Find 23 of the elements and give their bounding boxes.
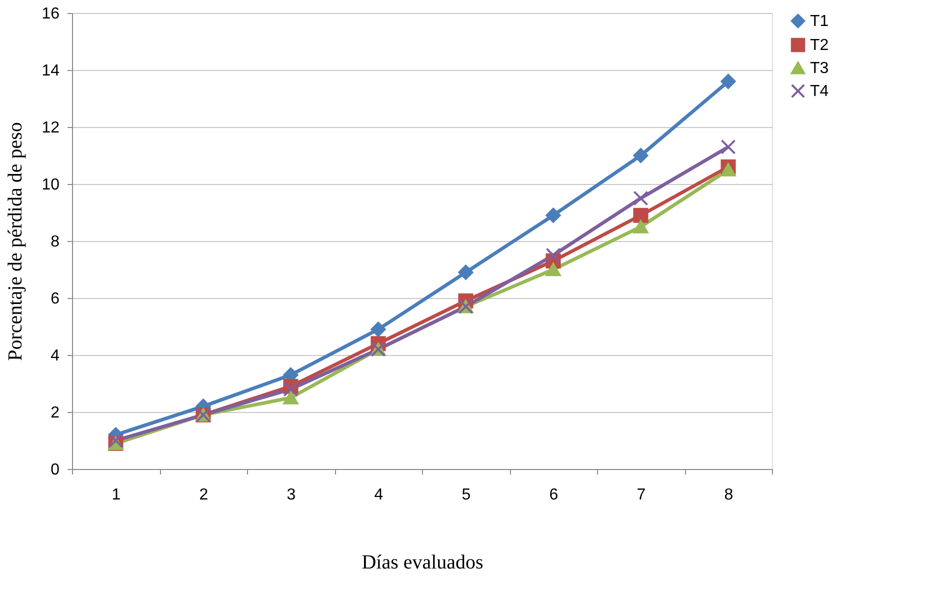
- legend-label: T4: [810, 83, 829, 100]
- x-tick-label: 1: [112, 486, 121, 504]
- y-tick-label: 12: [42, 120, 60, 136]
- x-tick-label: 6: [549, 486, 558, 504]
- y-tick-label: 14: [42, 62, 60, 80]
- x-tick-label: 4: [374, 486, 384, 504]
- legend-label: T3: [810, 60, 829, 77]
- y-tick-label: 8: [50, 234, 60, 250]
- x-tick-label: 3: [286, 486, 296, 504]
- x-tick-label: 7: [636, 486, 646, 504]
- legend-label: T1: [810, 13, 829, 30]
- y-tick-label: 4: [50, 348, 60, 364]
- x-axis-title: Días evaluados: [362, 552, 484, 574]
- x-tick-label: 5: [462, 486, 471, 504]
- y-axis-title: Porcentaje de pérdida de peso: [4, 122, 27, 361]
- y-tick-label: 16: [42, 6, 60, 22]
- x-tick-label: 8: [724, 486, 734, 504]
- y-tick-label: 0: [50, 462, 60, 478]
- legend-label: T2: [810, 37, 829, 54]
- y-tick-label: 6: [50, 290, 60, 308]
- x-tick-label: 2: [199, 486, 208, 504]
- y-tick-label: 10: [42, 176, 60, 194]
- y-tick-label: 2: [50, 404, 60, 422]
